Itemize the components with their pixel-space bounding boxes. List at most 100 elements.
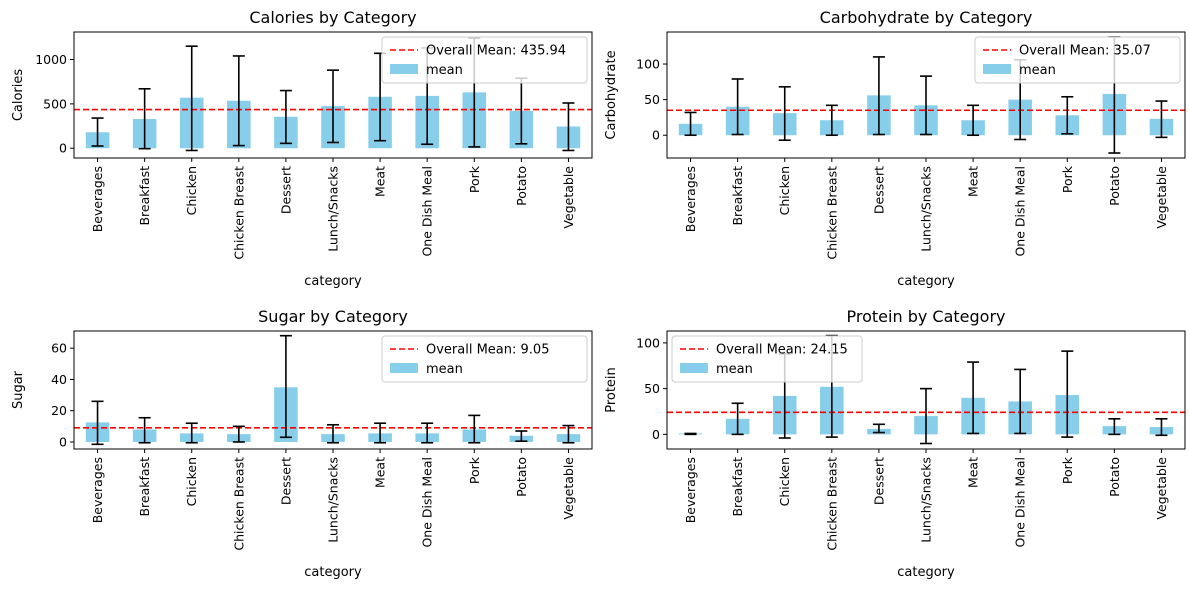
x-tick-label: Lunch/Snacks — [919, 166, 934, 252]
chart-title: Calories by Category — [249, 8, 416, 27]
x-tick-label: Potato — [1107, 166, 1122, 206]
error-bar-Breakfast — [138, 87, 151, 150]
subplot-2: Carbohydrate by Category 0 50 100 Beverages B… — [604, 8, 1186, 289]
error-bar-Dessert — [279, 334, 292, 439]
x-tick-label: Dessert — [871, 457, 886, 505]
x-tick-label: Breakfast — [730, 166, 745, 226]
x-tick-label: Pork — [1060, 165, 1075, 193]
error-bar-One Dish Meal — [421, 422, 434, 444]
x-tick-label: Chicken Breast — [231, 166, 246, 260]
error-bar-Chicken — [185, 422, 198, 444]
error-bar-Vegetable — [562, 424, 575, 444]
legend-bar-swatch — [983, 64, 1011, 74]
error-bar-Lunch/Snacks — [327, 423, 339, 444]
x-tick-label: Dessert — [871, 166, 886, 214]
error-bar-Chicken — [778, 86, 791, 142]
y-tick-label: 100 — [636, 57, 660, 72]
x-tick-label: Vegetable — [1154, 457, 1169, 520]
y-axis-label: Sugar — [11, 370, 26, 409]
x-tick-label: Potato — [514, 457, 529, 497]
error-bar-Beverages — [684, 111, 697, 137]
x-tick-label: Beverages — [683, 457, 698, 523]
x-tick-label: Pork — [467, 165, 482, 193]
legend: Overall Mean: 9.05 mean — [381, 335, 588, 383]
x-tick-label: Vegetable — [1154, 166, 1169, 229]
error-bar-Breakfast — [731, 78, 744, 136]
y-axis-label: Calories — [11, 69, 26, 122]
x-tick-label: Breakfast — [137, 166, 152, 226]
legend: Overall Mean: 435.94 mean — [381, 36, 588, 84]
error-bar-Potato — [1108, 418, 1121, 436]
error-bar-Lunch/Snacks — [327, 69, 339, 144]
y-tick-label: 50 — [644, 92, 660, 107]
x-tick-label: Chicken — [184, 166, 199, 215]
x-tick-label: Vegetable — [561, 166, 576, 229]
x-tick-label: Chicken Breast — [231, 457, 246, 551]
y-tick-label: 1000 — [35, 52, 67, 67]
x-tick-label: Meat — [966, 166, 981, 197]
legend: Overall Mean: 24.15 mean — [671, 335, 863, 383]
error-bar-Beverages — [684, 432, 697, 436]
legend-series-label: mean — [426, 63, 463, 78]
x-tick-label: Dessert — [278, 457, 293, 505]
error-bar-Potato — [515, 430, 528, 442]
x-tick-label: Lunch/Snacks — [326, 166, 341, 252]
error-bar-Chicken Breast — [825, 104, 838, 137]
y-tick-label: 40 — [51, 372, 67, 387]
error-bar-One Dish Meal — [1014, 368, 1027, 435]
x-axis-label: category — [897, 274, 955, 289]
chart-title: Protein by Category — [847, 307, 1006, 326]
subplot-4: Protein by Category 0 50 100 Beverages Breakf… — [604, 307, 1186, 580]
x-tick-label: Breakfast — [137, 457, 152, 517]
chart-title: Sugar by Category — [258, 307, 408, 326]
error-bar-Dessert — [872, 56, 885, 136]
legend-mean-label: Overall Mean: 24.15 — [716, 343, 848, 358]
x-tick-label: One Dish Meal — [420, 166, 435, 257]
error-bar-Lunch/Snacks — [920, 387, 932, 445]
y-tick-label: 60 — [51, 341, 67, 356]
legend-mean-label: Overall Mean: 35.07 — [1019, 44, 1151, 59]
y-tick-label: 0 — [652, 128, 660, 143]
legend-series-label: mean — [426, 362, 463, 377]
x-tick-label: Lunch/Snacks — [326, 457, 341, 543]
error-bar-Chicken — [185, 45, 198, 152]
legend-bar-swatch — [390, 64, 418, 74]
y-tick-label: 20 — [51, 403, 67, 418]
error-bar-Vegetable — [1155, 418, 1168, 437]
error-bar-Breakfast — [138, 416, 151, 444]
x-tick-label: Pork — [1060, 456, 1075, 484]
chart-title: Carbohydrate by Category — [820, 8, 1033, 27]
y-tick-label: 0 — [652, 427, 660, 442]
y-tick-label: 50 — [644, 381, 660, 396]
error-bar-Dessert — [279, 89, 292, 145]
error-bar-Breakfast — [731, 402, 744, 436]
error-bar-Meat — [967, 104, 980, 137]
legend-mean-label: Overall Mean: 435.94 — [426, 44, 566, 59]
error-bar-Dessert — [872, 423, 885, 434]
error-bar-Chicken Breast — [232, 55, 245, 147]
legend-series-label: mean — [1019, 63, 1056, 78]
x-tick-label: Beverages — [90, 457, 105, 523]
error-bar-Pork — [1061, 350, 1074, 438]
error-bar-Meat — [374, 422, 387, 444]
x-tick-label: One Dish Meal — [1013, 457, 1028, 548]
x-axis-label: category — [897, 565, 955, 580]
x-axis-label: category — [304, 565, 362, 580]
x-tick-label: Dessert — [278, 166, 293, 214]
error-bar-Vegetable — [1155, 100, 1168, 139]
x-tick-label: Meat — [373, 166, 388, 197]
x-tick-label: Meat — [373, 457, 388, 488]
y-tick-label: 100 — [636, 335, 660, 350]
error-bar-Vegetable — [562, 102, 575, 152]
x-tick-label: Chicken Breast — [824, 166, 839, 260]
x-tick-label: Pork — [467, 456, 482, 484]
error-bar-Lunch/Snacks — [920, 75, 932, 136]
x-tick-label: Chicken Breast — [824, 457, 839, 551]
legend-bar-swatch — [680, 363, 708, 373]
error-bar-Beverages — [91, 400, 104, 446]
subplot-1: Calories by Category 0 500 1000 Beverages Bre… — [11, 8, 593, 289]
subplot-3: Sugar by Category 0 20 40 60 Beverages Breakfa… — [11, 307, 593, 580]
y-tick-label: 0 — [59, 434, 67, 449]
y-axis-label: Carbohydrate — [604, 50, 619, 139]
